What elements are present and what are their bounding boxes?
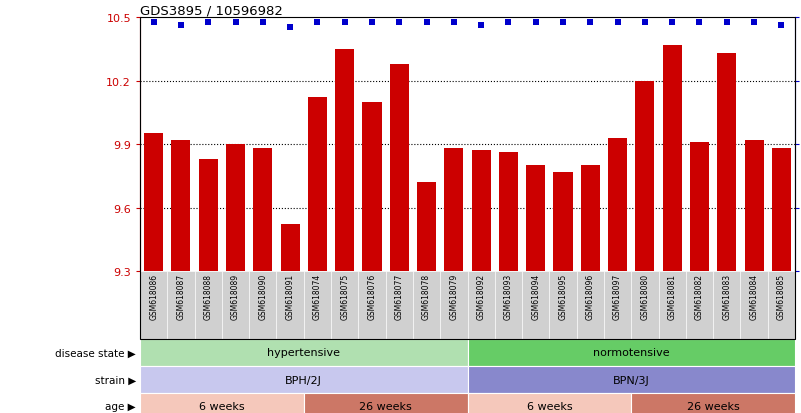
Bar bbox=[445, 149, 464, 271]
Text: GSM618092: GSM618092 bbox=[477, 273, 485, 319]
Point bbox=[311, 20, 324, 26]
Bar bbox=[717, 54, 736, 271]
Text: GSM618079: GSM618079 bbox=[449, 273, 458, 319]
Text: normotensive: normotensive bbox=[593, 348, 670, 358]
Text: BPH/2J: BPH/2J bbox=[285, 375, 322, 385]
Bar bbox=[226, 145, 245, 271]
Point bbox=[229, 20, 242, 26]
Text: GSM618082: GSM618082 bbox=[695, 273, 704, 319]
Bar bbox=[335, 50, 354, 271]
Point bbox=[720, 20, 733, 26]
Bar bbox=[635, 81, 654, 271]
Text: 26 weeks: 26 weeks bbox=[360, 401, 412, 411]
Text: 26 weeks: 26 weeks bbox=[686, 401, 739, 411]
Text: GSM618077: GSM618077 bbox=[395, 273, 404, 319]
Bar bbox=[144, 134, 163, 271]
Text: GSM618075: GSM618075 bbox=[340, 273, 349, 319]
Text: GSM618093: GSM618093 bbox=[504, 273, 513, 319]
Text: GSM618087: GSM618087 bbox=[176, 273, 186, 319]
Point bbox=[175, 22, 187, 29]
Point bbox=[448, 20, 461, 26]
Text: GSM618091: GSM618091 bbox=[286, 273, 295, 319]
Bar bbox=[690, 142, 709, 271]
Point bbox=[256, 20, 269, 26]
Bar bbox=[499, 153, 518, 271]
Text: GSM618085: GSM618085 bbox=[777, 273, 786, 319]
Point bbox=[475, 22, 488, 29]
Point bbox=[365, 20, 378, 26]
Text: GSM618078: GSM618078 bbox=[422, 273, 431, 319]
Point bbox=[284, 25, 296, 31]
Text: GSM618090: GSM618090 bbox=[258, 273, 268, 319]
Point bbox=[666, 20, 678, 26]
Point bbox=[747, 20, 760, 26]
Point bbox=[638, 20, 651, 26]
Point bbox=[502, 20, 515, 26]
Text: GSM618094: GSM618094 bbox=[531, 273, 540, 319]
Text: disease state ▶: disease state ▶ bbox=[55, 348, 136, 358]
Text: GSM618086: GSM618086 bbox=[149, 273, 158, 319]
Bar bbox=[608, 138, 627, 271]
Bar bbox=[417, 183, 436, 271]
Point bbox=[611, 20, 624, 26]
Point bbox=[421, 20, 433, 26]
Point bbox=[693, 20, 706, 26]
Point bbox=[557, 20, 570, 26]
Point bbox=[392, 20, 405, 26]
Text: GSM618081: GSM618081 bbox=[668, 273, 677, 319]
Point bbox=[584, 20, 597, 26]
Text: GDS3895 / 10596982: GDS3895 / 10596982 bbox=[140, 4, 283, 17]
Bar bbox=[171, 140, 191, 271]
Text: GSM618084: GSM618084 bbox=[750, 273, 759, 319]
Text: 6 weeks: 6 weeks bbox=[526, 401, 572, 411]
Text: age ▶: age ▶ bbox=[106, 401, 136, 411]
Bar bbox=[526, 166, 545, 271]
Text: GSM618095: GSM618095 bbox=[558, 273, 568, 319]
Bar bbox=[472, 151, 491, 271]
Bar bbox=[308, 98, 327, 271]
Bar bbox=[744, 140, 763, 271]
Text: GSM618089: GSM618089 bbox=[231, 273, 240, 319]
Text: GSM618074: GSM618074 bbox=[313, 273, 322, 319]
Bar bbox=[280, 225, 300, 271]
Bar bbox=[662, 45, 682, 271]
Point bbox=[775, 22, 787, 29]
Bar bbox=[199, 159, 218, 271]
Bar bbox=[390, 64, 409, 271]
Point bbox=[147, 20, 160, 26]
Text: 6 weeks: 6 weeks bbox=[199, 401, 244, 411]
Text: GSM618076: GSM618076 bbox=[368, 273, 376, 319]
Bar bbox=[362, 102, 381, 271]
Point bbox=[202, 20, 215, 26]
Bar bbox=[581, 166, 600, 271]
Text: GSM618080: GSM618080 bbox=[640, 273, 650, 319]
Text: BPN/3J: BPN/3J bbox=[613, 375, 650, 385]
Point bbox=[529, 20, 542, 26]
Point bbox=[338, 20, 351, 26]
Text: GSM618088: GSM618088 bbox=[203, 273, 213, 319]
Bar bbox=[772, 149, 791, 271]
Text: GSM618096: GSM618096 bbox=[586, 273, 595, 319]
Text: strain ▶: strain ▶ bbox=[95, 375, 136, 385]
Text: GSM618083: GSM618083 bbox=[723, 273, 731, 319]
Text: hypertensive: hypertensive bbox=[268, 348, 340, 358]
Text: GSM618097: GSM618097 bbox=[613, 273, 622, 319]
Bar bbox=[553, 172, 573, 271]
Bar bbox=[253, 149, 272, 271]
